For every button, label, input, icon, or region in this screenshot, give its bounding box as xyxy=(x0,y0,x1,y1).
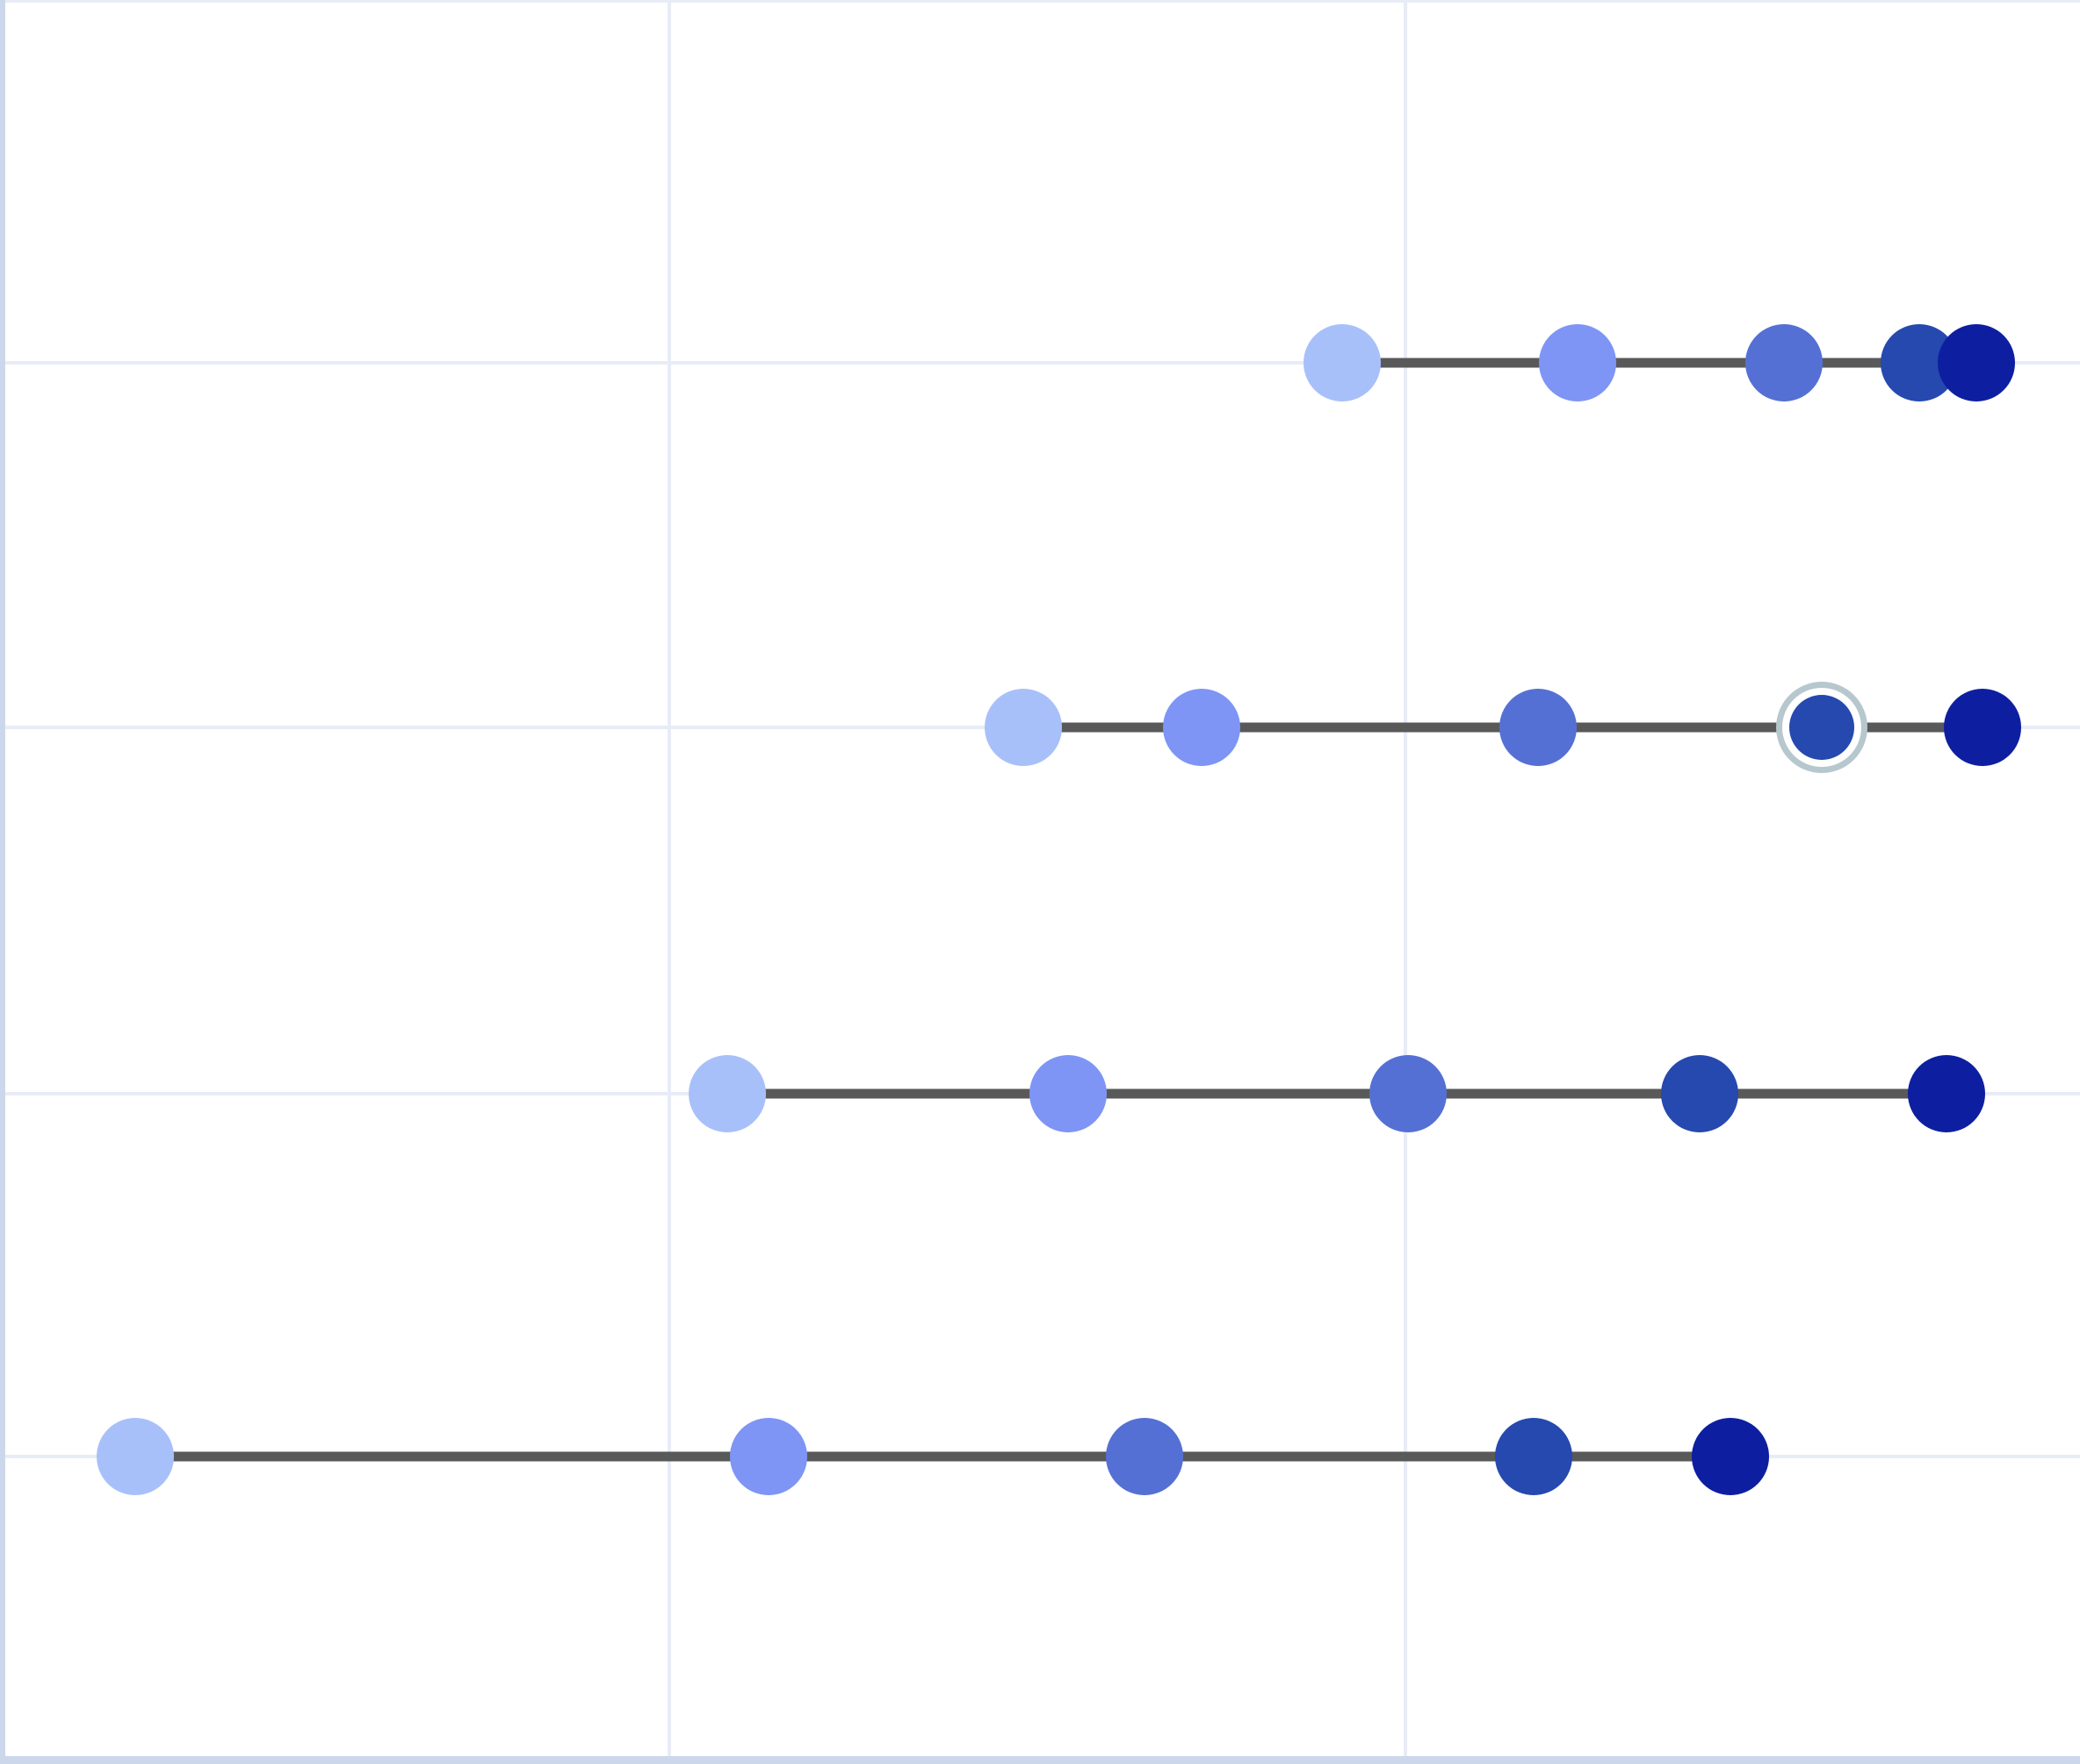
data-point[interactable] xyxy=(1539,324,1616,401)
data-point[interactable] xyxy=(1908,1055,1985,1132)
connectors-layer xyxy=(135,358,1982,1462)
data-point[interactable] xyxy=(1106,1418,1183,1495)
data-point[interactable] xyxy=(1029,1055,1107,1132)
data-point[interactable] xyxy=(97,1418,174,1495)
y-axis-line xyxy=(0,0,5,1764)
data-point[interactable] xyxy=(730,1418,807,1495)
data-point[interactable] xyxy=(1163,689,1240,766)
data-point[interactable] xyxy=(985,689,1062,766)
data-point[interactable] xyxy=(1369,1055,1447,1132)
data-point-highlighted[interactable] xyxy=(1789,695,1854,760)
data-point[interactable] xyxy=(689,1055,766,1132)
data-point[interactable] xyxy=(1881,324,1958,401)
data-point[interactable] xyxy=(1692,1418,1769,1495)
data-point[interactable] xyxy=(1661,1055,1738,1132)
data-point[interactable] xyxy=(1499,689,1577,766)
data-point[interactable] xyxy=(1304,324,1381,401)
data-point[interactable] xyxy=(1938,324,2015,401)
x-axis-line xyxy=(0,1756,2080,1764)
points-layer xyxy=(97,324,2021,1495)
data-point[interactable] xyxy=(1944,689,2021,766)
data-point[interactable] xyxy=(1745,324,1823,401)
data-point[interactable] xyxy=(1495,1418,1572,1495)
